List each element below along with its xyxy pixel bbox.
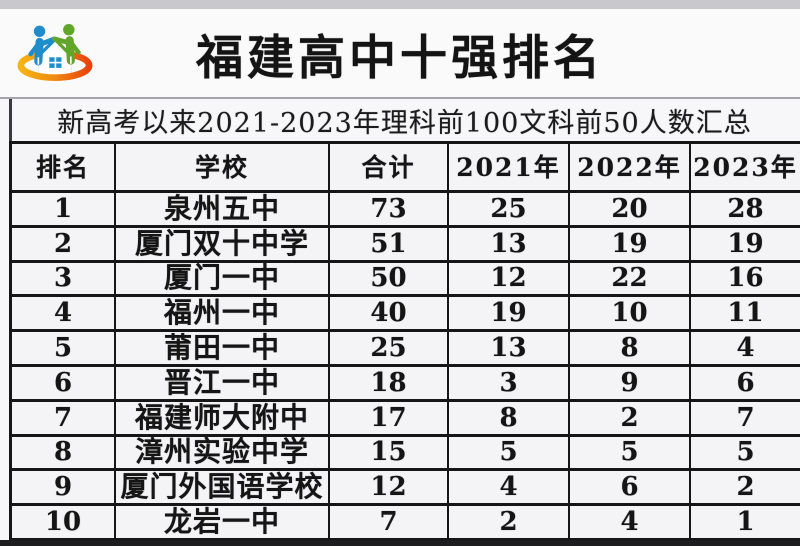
subtitle-text: 新高考以来2021-2023年理科前100文科前50人数汇总 [57, 107, 752, 139]
cell-rank-row3: 3 [12, 262, 116, 298]
cell-total-row1: 73 [330, 193, 449, 228]
home-family-logo-icon [17, 24, 93, 81]
cell-total-row9: 12 [330, 471, 449, 507]
cell-y2022-row2: 19 [570, 227, 691, 263]
cell-y2022-row5: 8 [570, 332, 691, 367]
header-divider [0, 97, 800, 99]
header: 福建高中十强排名 [0, 9, 800, 98]
cell-school-row8: 漳州实验中学 [116, 436, 330, 472]
photo-edge-top [0, 0, 800, 9]
cell-rank-row7: 7 [12, 401, 116, 437]
cell-total-row4: 40 [330, 297, 449, 333]
cell-y2022-row10: 4 [570, 506, 691, 541]
cell-total-row8: 15 [330, 436, 449, 472]
cell-y2021-row4: 19 [449, 297, 570, 333]
cell-y2023-row3: 16 [691, 263, 800, 298]
cell-school-row7: 福建师大附中 [116, 401, 330, 437]
cell-y2021-row5: 13 [449, 332, 570, 367]
cell-rank-row6: 6 [12, 366, 116, 402]
cell-y2021-row2: 13 [449, 227, 570, 263]
header-cell-y2023: 2023年 [691, 144, 800, 193]
cell-y2023-row10: 1 [691, 506, 800, 541]
cell-school-row6: 晋江一中 [116, 366, 330, 402]
ranking-table: 排名 学校 合计 2021年 2022年 2023年 1 泉州五中 73 25 20 28 2 厦门双十中… [9, 141, 800, 541]
cell-y2021-row9: 4 [449, 471, 570, 507]
cell-rank-row8: 8 [12, 436, 116, 472]
cell-y2021-row10: 2 [449, 506, 570, 541]
cell-school-row4: 福州一中 [116, 297, 330, 333]
cell-y2022-row4: 10 [570, 297, 691, 333]
page-title: 福建高中十强排名 [196, 31, 604, 86]
cell-y2023-row8: 5 [691, 437, 800, 472]
cell-y2023-row1: 28 [691, 193, 800, 228]
cell-y2023-row5: 4 [691, 332, 800, 367]
cell-y2023-row2: 19 [691, 228, 800, 263]
cell-y2022-row3: 22 [570, 262, 691, 298]
cell-school-row5: 莆田一中 [116, 332, 330, 367]
cell-school-row10: 龙岩一中 [116, 506, 330, 541]
cell-total-row3: 50 [330, 262, 449, 298]
cell-y2022-row7: 2 [570, 401, 691, 437]
header-cell-rank: 排名 [12, 144, 116, 193]
subtitle-bar: 新高考以来2021-2023年理科前100文科前50人数汇总 [9, 99, 797, 141]
cell-y2023-row4: 11 [691, 297, 800, 333]
cell-y2021-row8: 5 [449, 436, 570, 472]
cell-y2022-row9: 6 [570, 471, 691, 507]
cell-y2023-row9: 2 [691, 471, 800, 507]
cell-total-row7: 17 [330, 401, 449, 437]
header-cell-total: 合计 [330, 144, 449, 193]
cell-y2022-row8: 5 [570, 436, 691, 472]
header-cell-y2021: 2021年 [449, 144, 570, 193]
cell-school-row2: 厦门双十中学 [116, 227, 330, 263]
cell-y2021-row1: 25 [449, 193, 570, 228]
cell-total-row5: 25 [330, 332, 449, 367]
cell-total-row10: 7 [330, 506, 449, 541]
cell-total-row2: 51 [330, 227, 449, 263]
header-cell-y2022: 2022年 [570, 144, 691, 193]
cell-rank-row5: 5 [12, 332, 116, 367]
cell-rank-row9: 9 [12, 471, 116, 507]
cell-rank-row4: 4 [12, 297, 116, 333]
cell-y2023-row6: 6 [691, 367, 800, 402]
photo-edge-bottom [0, 540, 800, 546]
cell-y2021-row3: 12 [449, 262, 570, 298]
header-cell-school: 学校 [116, 144, 330, 193]
cell-rank-row2: 2 [12, 227, 116, 263]
cell-y2021-row7: 8 [449, 401, 570, 437]
cell-y2023-row7: 7 [691, 402, 800, 437]
cell-rank-row10: 10 [12, 506, 116, 541]
cell-rank-row1: 1 [12, 193, 116, 228]
cell-school-row9: 厦门外国语学校 [116, 471, 330, 507]
cell-y2021-row6: 3 [449, 366, 570, 402]
cell-y2022-row1: 20 [570, 193, 691, 228]
cell-school-row3: 厦门一中 [116, 262, 330, 298]
cell-total-row6: 18 [330, 366, 449, 402]
cell-school-row1: 泉州五中 [116, 193, 330, 228]
cell-y2022-row6: 9 [570, 366, 691, 402]
